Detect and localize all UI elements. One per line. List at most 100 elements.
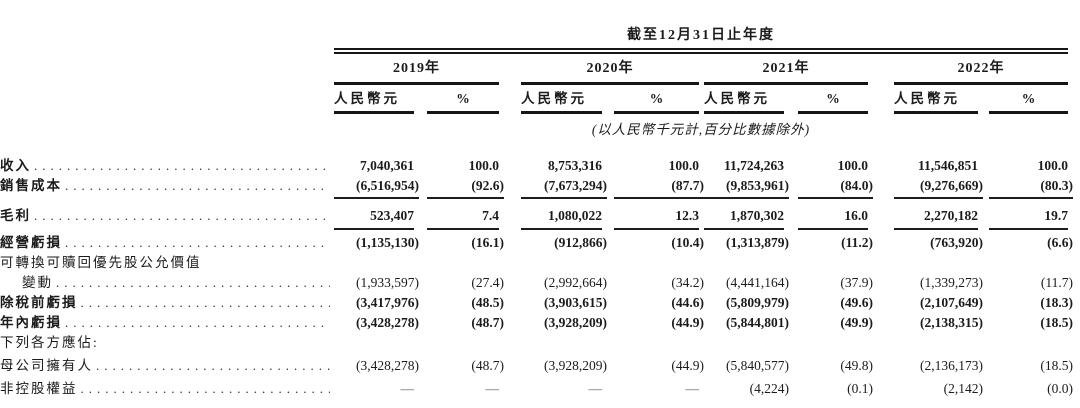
dot-leader: ........................................… [80,295,331,310]
cell-percent: (84.0) [798,176,873,199]
year-header-2020: 2020年 [521,54,699,85]
year-header-2019: 2019年 [334,54,499,85]
cell-amount: (912,866) [554,235,607,250]
cell-amount: 1,080,022 [521,206,602,230]
row-label-text: 收入 [0,158,31,173]
row-label: 年內虧損....................................… [0,313,334,333]
cell-amount: 11,724,263 [723,158,784,173]
dot-leader: ........................................… [65,315,330,330]
row-label: 母公司擁有人..................................… [0,356,334,376]
year-header-2022: 2022年 [894,54,1068,85]
cell-amount: (3,928,209) [544,358,607,373]
cell-amount: (3,903,615) [544,295,607,310]
cell-amount: (3,428,278) [356,315,419,330]
row-label: 變動......................................… [0,273,334,293]
cell-amount: (1,313,879) [726,235,789,250]
currency-header: 人民幣元 [894,85,978,114]
cell-percent: 100.0 [837,158,868,173]
percent-header: % [614,85,699,114]
cell-amount: (4,441,164) [726,275,789,290]
cell-percent: (27.4) [471,275,504,290]
dot-leader: ........................................… [65,235,330,250]
dot-leader: ........................................… [56,275,330,290]
table-row: 毛利......................................… [0,206,1080,230]
table-body: 收入......................................… [0,156,1080,399]
year-header-2021: 2021年 [704,54,868,85]
currency-header: 人民幣元 [521,85,602,114]
percent-header: % [989,85,1068,114]
percent-header: % [427,85,499,114]
cell-amount: 8,753,316 [548,158,602,173]
cell-percent: (92.6) [427,176,504,199]
cell-amount: (2,107,649) [920,295,983,310]
table-row: 年內虧損....................................… [0,313,1080,333]
table-row: 下列各方應佔: [0,333,1080,353]
cell-amount: (2,142) [943,381,983,396]
cell-percent: (87.7) [614,176,704,199]
cell-percent: (6.6) [1047,235,1073,250]
percent-header: % [798,85,868,114]
cell-amount: (3,417,976) [356,295,419,310]
row-label-text: 年內虧損 [0,315,62,330]
cell-percent: 7.4 [427,206,499,230]
table-row: 除稅前虧損...................................… [0,293,1080,313]
row-label-text: 非控股權益 [0,381,78,396]
dot-leader: ........................................… [65,178,330,193]
cell-percent: — [685,381,700,396]
cell-percent: (0.0) [1047,381,1073,396]
cell-percent: (48.7) [471,315,504,330]
table-row: 非控股權益...................................… [0,379,1080,399]
cell-amount: 7,040,361 [360,158,414,173]
cell-amount: (2,136,173) [920,358,983,373]
cell-amount: (7,673,294) [521,176,607,199]
cell-amount: (5,840,577) [726,358,789,373]
cell-percent: — [485,381,500,396]
cell-percent: (18.5) [1040,315,1073,330]
row-label: 銷售成本....................................… [0,176,334,199]
cell-percent: (11.7) [1040,275,1073,290]
cell-amount: — [588,381,603,396]
cell-amount: — [400,381,415,396]
row-label: 毛利......................................… [0,206,334,230]
cell-amount: (9,853,961) [704,176,789,199]
currency-header: 人民幣元 [704,85,784,114]
table-row: 母公司擁有人..................................… [0,356,1080,376]
table-row: 經營虧損....................................… [0,233,1080,253]
row-label-text: 除稅前虧損 [0,295,78,310]
cell-amount: (2,138,315) [920,315,983,330]
cell-percent: (48.5) [471,295,504,310]
cell-amount: 2,270,182 [894,206,978,230]
cell-percent: (10.4) [671,235,704,250]
cell-amount: (6,516,954) [334,176,419,199]
cell-percent: (18.3) [1040,295,1073,310]
units-note: (以人民幣千元計,百分比數據除外) [591,122,811,137]
row-label-text: 母公司擁有人 [0,358,93,373]
cell-percent: (49.8) [840,358,873,373]
dot-leader: ........................................… [96,358,330,373]
cell-percent: 100.0 [1037,158,1068,173]
cell-percent: 12.3 [614,206,699,230]
cell-amount: (3,428,278) [356,358,419,373]
cell-percent: (11.2) [841,235,873,250]
row-label: 非控股權益...................................… [0,379,334,399]
cell-percent: (49.6) [840,295,873,310]
cell-percent: (0.1) [847,381,873,396]
year-header-row: 2019年 2020年 2021年 2022年 [0,54,1080,85]
cell-amount: (3,928,209) [544,315,607,330]
cell-percent: 19.7 [989,206,1068,230]
row-label: 下列各方應佔: [0,333,334,353]
units-note-row: (以人民幣千元計,百分比數據除外) [0,114,1080,138]
table-row: 變動......................................… [0,273,1080,293]
cell-percent: 16.0 [798,206,868,230]
row-label-text: 可轉換可贖回優先股公允價值 [0,255,202,270]
column-header-row: 人民幣元 % 人民幣元 % 人民幣元 % 人民幣元 % [0,85,1080,114]
cell-percent: (44.9) [671,358,704,373]
cell-amount: 523,407 [334,206,414,230]
dot-leader: ........................................… [80,381,331,396]
cell-percent: (48.7) [471,358,504,373]
row-label: 可轉換可贖回優先股公允價值 [0,253,334,273]
row-label: 除稅前虧損...................................… [0,293,334,313]
cell-percent: (44.6) [671,295,704,310]
row-label-text: 變動 [22,275,53,290]
cell-amount: (1,339,273) [920,275,983,290]
